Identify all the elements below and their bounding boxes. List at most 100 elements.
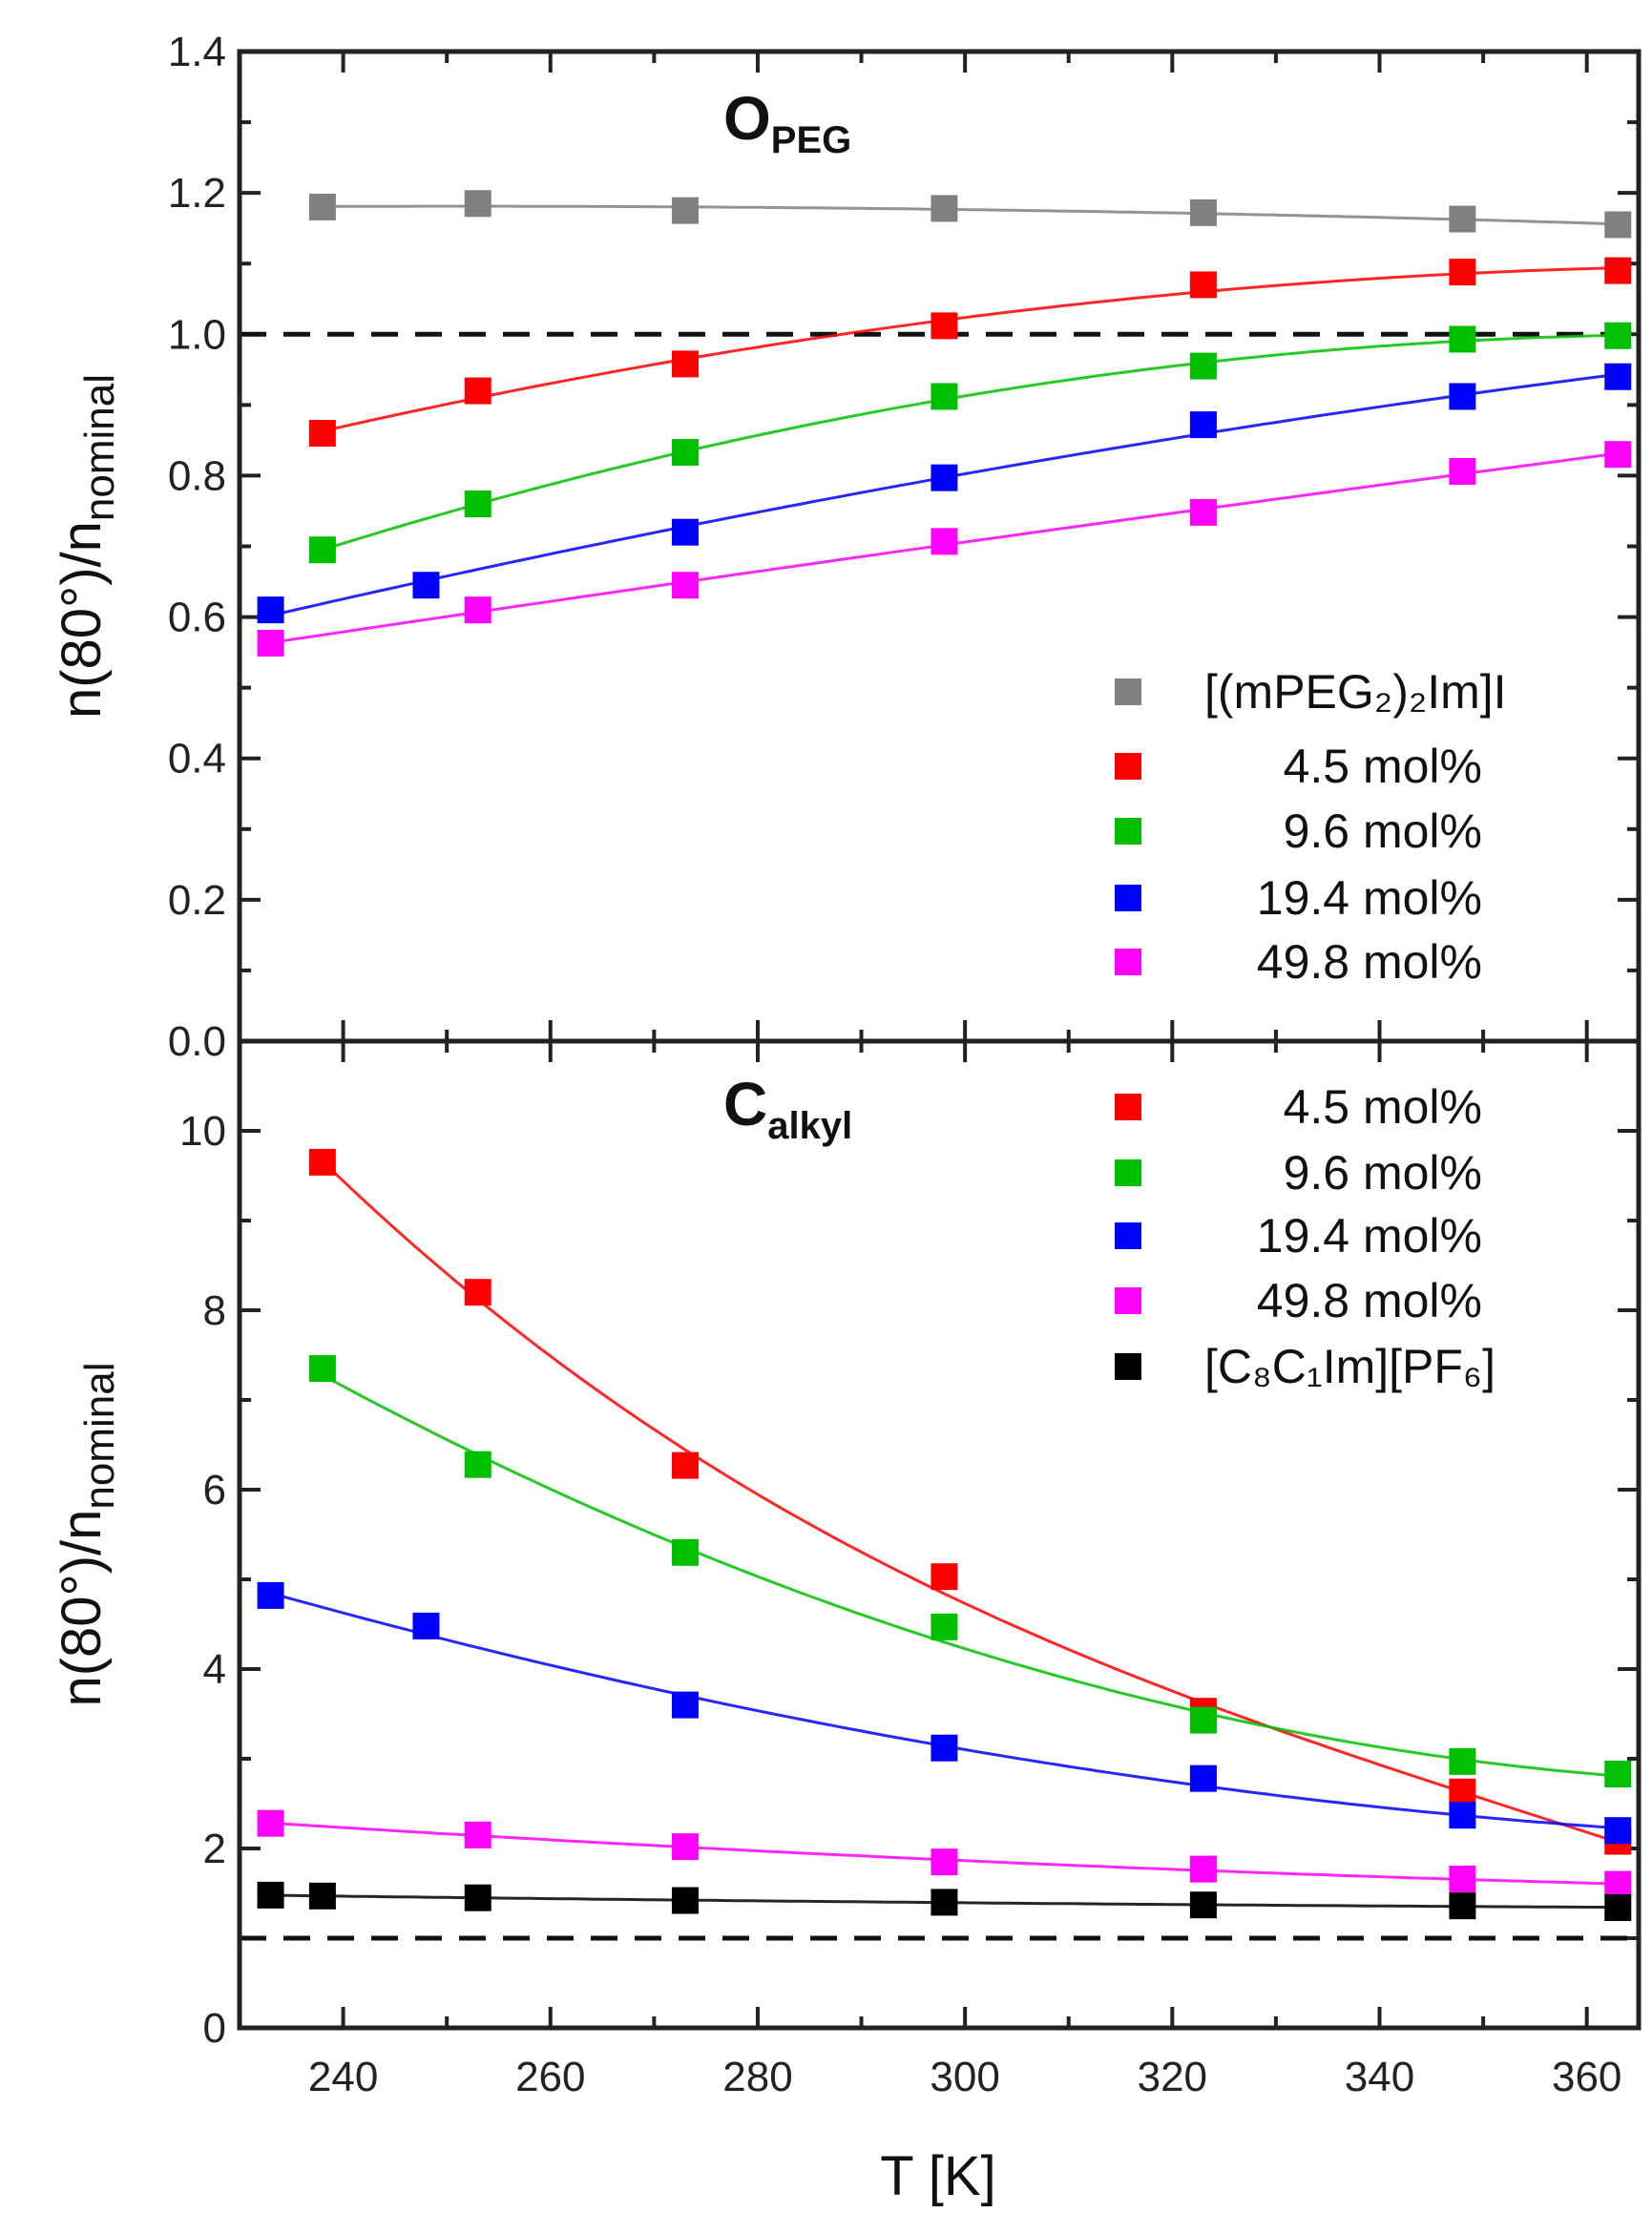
legend-label: 49.8 mol% <box>1257 935 1482 989</box>
data-point <box>671 1833 699 1861</box>
data-point <box>1449 457 1476 485</box>
data-point <box>1449 1865 1476 1892</box>
data-point <box>1449 1802 1476 1829</box>
panel-title: OPEG <box>723 84 851 161</box>
panel-top: 0.0 0.2 0.4 0.6 0.8 1.0 1.2 1.4 [(mPEG₂)₂Im]I 4.5… <box>51 29 1642 1065</box>
data-point <box>1604 363 1632 390</box>
y-tick-label: 1.0 <box>168 311 226 358</box>
data-point <box>931 1889 958 1916</box>
legend-marker <box>1115 753 1141 780</box>
fit-line-1 <box>322 266 1619 433</box>
panel-title-main: O <box>723 84 771 153</box>
x-tick-label: 320 <box>1138 2054 1207 2100</box>
fit-line-0 <box>321 1159 1619 1845</box>
data-point <box>1449 325 1476 353</box>
data-point <box>308 1148 336 1176</box>
y-tick-label: 0 <box>203 2005 226 2052</box>
y-axis-label-sub: nominal <box>76 374 123 521</box>
data-point <box>671 1887 699 1914</box>
legend-marker <box>1115 885 1141 911</box>
y-tick-label: 0.2 <box>168 877 226 924</box>
x-tick-label: 300 <box>930 2054 999 2100</box>
y-tick-label: 1.2 <box>168 170 226 217</box>
fit-line-0 <box>322 204 1619 226</box>
data-point <box>464 1884 491 1911</box>
data-point <box>671 438 699 466</box>
data-point <box>308 193 336 220</box>
data-point <box>308 1882 336 1910</box>
legend-marker <box>1115 1287 1141 1314</box>
data-point <box>257 1581 284 1609</box>
panel-title-sub: alkyl <box>767 1105 852 1147</box>
data-point <box>1189 198 1217 226</box>
data-point <box>1604 211 1632 239</box>
data-point <box>257 1809 284 1837</box>
data-point <box>308 1355 336 1383</box>
y-tick-label: 10 <box>179 1108 226 1155</box>
x-tick-label: 280 <box>722 2054 792 2100</box>
data-point <box>931 528 958 555</box>
x-tick-label: 240 <box>308 2054 378 2100</box>
fit-line-1 <box>322 1373 1619 1778</box>
data-point <box>1604 257 1632 284</box>
data-point <box>1604 1894 1632 1922</box>
data-point <box>1189 411 1217 439</box>
data-point <box>464 1279 491 1306</box>
data-point <box>1189 352 1217 380</box>
legend-marker <box>1115 1094 1141 1120</box>
data-point <box>931 1848 958 1876</box>
y-tick-label: 0.0 <box>168 1018 226 1065</box>
legend-marker <box>1115 949 1141 975</box>
data-point <box>671 572 699 599</box>
legend-marker <box>1115 818 1141 845</box>
legend-marker <box>1115 1159 1141 1186</box>
legend-label: 9.6 mol% <box>1284 1146 1482 1200</box>
panel-title-sub: PEG <box>771 119 851 161</box>
data-point <box>1189 498 1217 526</box>
data-point <box>1449 383 1476 410</box>
y-axis-label-main: n(80°)/n <box>51 521 113 719</box>
x-tick-label: 360 <box>1552 2054 1621 2100</box>
data-point <box>671 350 699 378</box>
legend-label: 49.8 mol% <box>1257 1274 1482 1327</box>
legend-label: 9.6 mol% <box>1284 804 1482 858</box>
panel-bottom: 0 2 4 6 8 10 240 260 280 300 320 340 360 4.5 mol% 9.6 … <box>51 1038 1642 2207</box>
data-point <box>464 190 491 218</box>
legend-label: 19.4 mol% <box>1257 871 1482 925</box>
data-point <box>671 1538 699 1566</box>
y-tick-label: 6 <box>203 1467 226 1514</box>
data-point <box>308 419 336 447</box>
y-tick-label: 0.6 <box>168 595 226 641</box>
data-point <box>1604 441 1632 469</box>
legend-label: [C₈C₁Im][PF₆] <box>1204 1340 1495 1393</box>
panel-title-main: C <box>723 1070 767 1138</box>
y-tick-label: 0.8 <box>168 452 226 499</box>
y-axis-label: n(80°)/nnominal <box>51 374 123 719</box>
data-point <box>671 1691 699 1719</box>
data-point <box>1449 1778 1476 1806</box>
y-axis-label: n(80°)/nnominal <box>51 1362 123 1706</box>
y-axis-label-main: n(80°)/n <box>51 1510 113 1707</box>
legend-marker <box>1115 1353 1141 1380</box>
fit-line-2 <box>322 333 1619 552</box>
data-point <box>931 464 958 491</box>
legend-label: 4.5 mol% <box>1284 740 1482 793</box>
data-point <box>257 596 284 624</box>
data-point <box>412 1612 440 1639</box>
legend-label: 19.4 mol% <box>1257 1209 1482 1263</box>
data-point <box>931 195 958 222</box>
y-tick-label: 8 <box>203 1287 226 1334</box>
data-point <box>1189 1706 1217 1734</box>
data-point <box>464 1451 491 1478</box>
x-tick-label: 340 <box>1345 2054 1414 2100</box>
y-axis-label-sub: nominal <box>76 1362 123 1509</box>
x-axis-label: T [K] <box>880 2145 995 2207</box>
y-tick-label: 2 <box>203 1826 226 1872</box>
data-point <box>257 629 284 657</box>
data-point <box>1449 259 1476 286</box>
data-point <box>257 1881 284 1909</box>
data-point <box>671 197 699 224</box>
data-point <box>464 377 491 405</box>
data-point <box>931 1613 958 1640</box>
